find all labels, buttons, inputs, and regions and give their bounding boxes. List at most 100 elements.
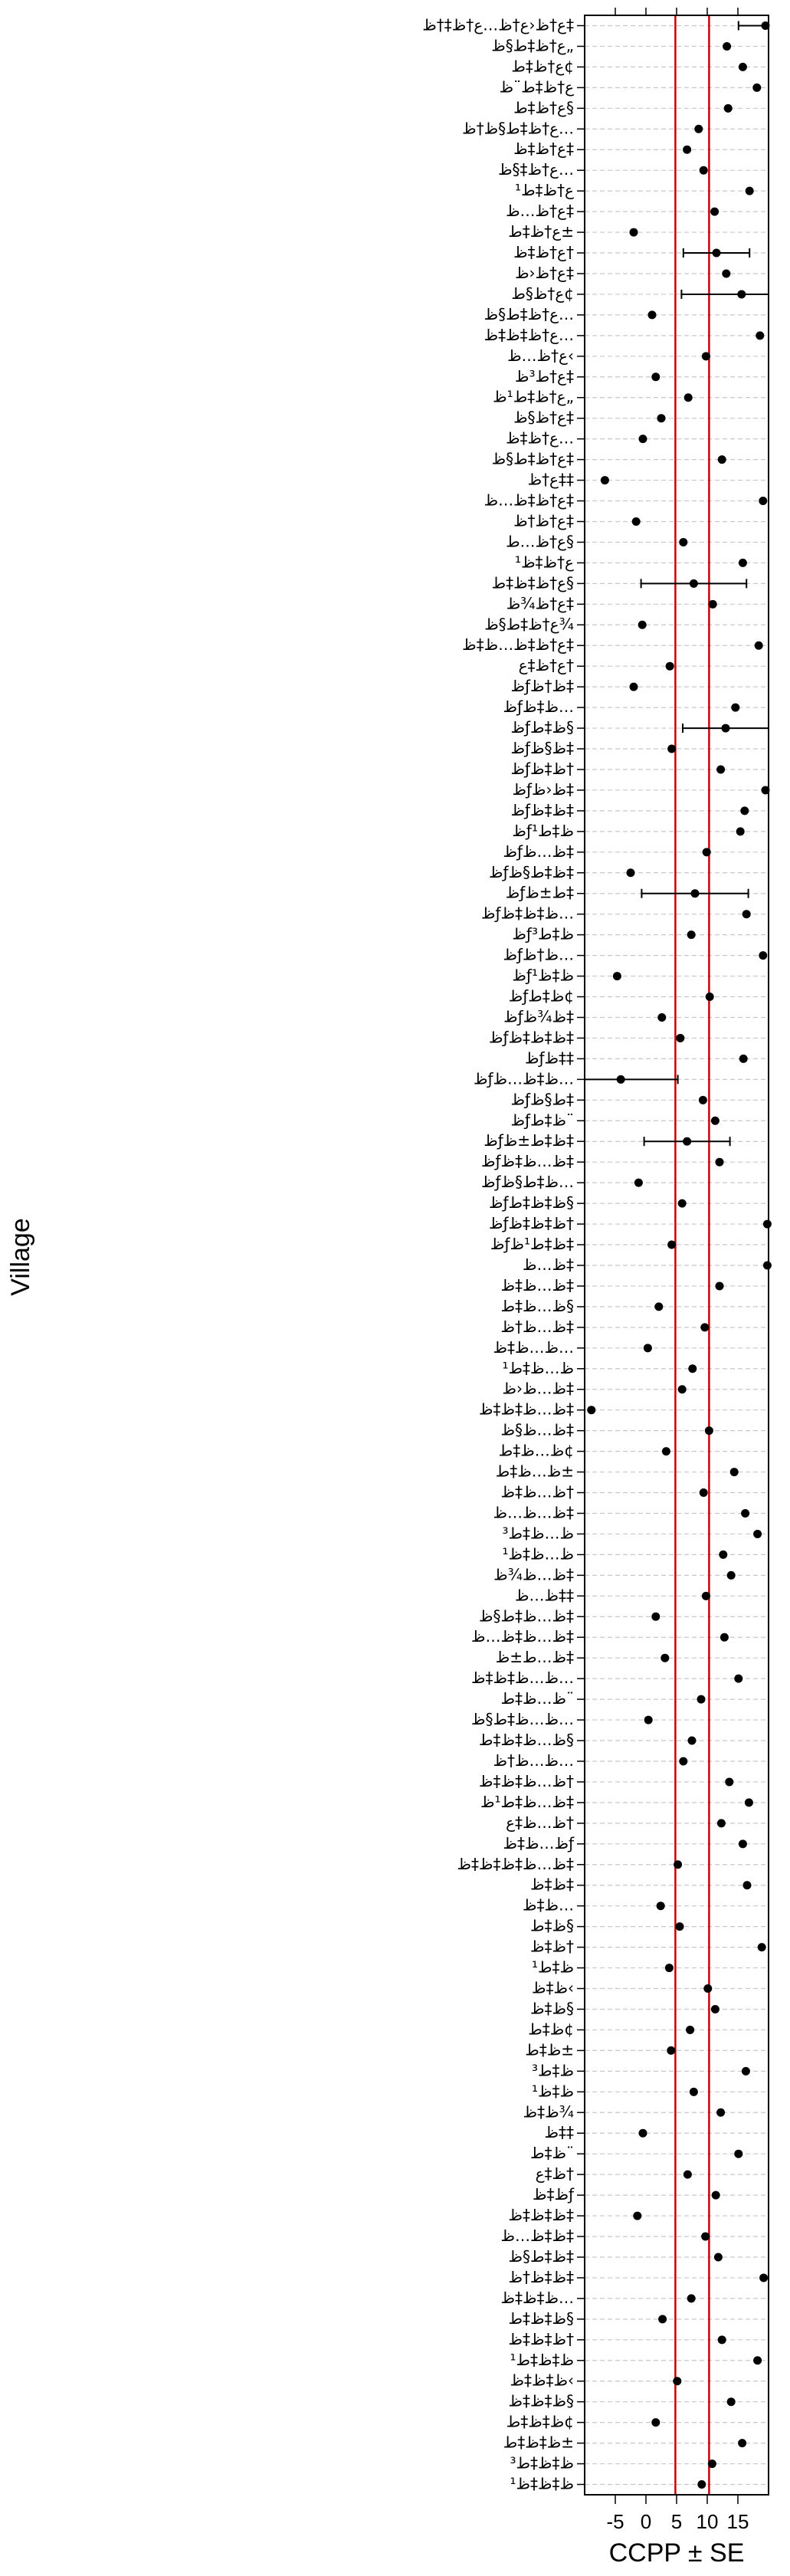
data-point: [720, 1633, 729, 1642]
data-point: [701, 1591, 710, 1600]
data-point: [723, 41, 732, 51]
data-point: [761, 21, 770, 30]
data-point: [715, 1157, 724, 1167]
data-point: [676, 1033, 685, 1042]
data-point: [658, 2315, 667, 2324]
data-point: [644, 1715, 653, 1724]
data-point: [734, 1674, 743, 1683]
y-tick-label: ظ…ظ‡ظ‡: [501, 1276, 575, 1295]
y-tick-label: ظ…ظ‡ظƒ: [503, 1834, 575, 1852]
y-axis-ticks: [577, 25, 585, 2486]
y-tick-label: ظƒظ‡ط§ظ‡: [489, 863, 574, 881]
y-tick-label: ع†ظ‡ط§ظ„: [491, 36, 574, 54]
y-axis-title: Village: [6, 1218, 35, 1295]
data-point: [700, 1323, 710, 1332]
data-point: [741, 1508, 750, 1518]
y-tick-label: ظ‡ط§ظ‡: [509, 2247, 575, 2266]
y-tick-label: ع†ط³ظ‡: [515, 367, 574, 386]
data-point: [738, 1839, 747, 1849]
data-point: [689, 2087, 698, 2096]
y-tick-label: ظƒظ‡‡: [525, 1048, 574, 1067]
y-tick-label: ظ‡ع†: [536, 2164, 574, 2183]
data-point: [600, 476, 609, 485]
data-point: [661, 1447, 670, 1456]
y-tick-label: ع†ظ‹ع†ظ…ع†ظ‡†ظ‡: [422, 15, 574, 34]
data-point: [667, 2046, 676, 2055]
y-tick-label: ظ…ظ‡ظ¹: [502, 1544, 574, 1563]
y-tick-label: ظƒظ‡ظ‡ظ†: [489, 1214, 574, 1232]
y-tick-label: ع†ظ‡ظ…ظ‡: [484, 491, 574, 510]
data-point: [737, 290, 746, 299]
x-tick-label: 15: [727, 2510, 749, 2533]
y-tick-label: ظ‡ط³: [532, 2061, 574, 2079]
data-point: [704, 1426, 713, 1436]
y-tick-label: ظ…ظ¾ظ‡: [493, 1565, 574, 1583]
y-tick-label: ع†ظ…ظ‹: [507, 346, 574, 365]
y-tick-label: ظ…ظ‡ط¹: [502, 1359, 574, 1377]
y-tick-label: ع†ظ§ط¢: [511, 284, 574, 303]
data-point: [651, 1612, 661, 1621]
data-point: [698, 1095, 707, 1104]
data-point: [683, 145, 692, 154]
data-point: [657, 1012, 667, 1022]
y-tick-label: ع†ظ‡ظ‡: [513, 139, 574, 158]
y-tick-label: ظ…ظ‡ط§: [501, 1297, 575, 1315]
data-point: [752, 83, 762, 92]
y-tick-label: ظƒظ‡ط±ظ‡: [484, 1131, 574, 1150]
data-point: [616, 1075, 625, 1084]
x-tick-label: 5: [671, 2510, 682, 2533]
y-tick-label: ظ‡ظ‡ظ…: [501, 2289, 575, 2307]
data-point: [742, 1881, 752, 1890]
y-tick-label: ظ…ط±ظ‡: [496, 1648, 574, 1666]
y-tick-label: ظƒظ‡ط§ظ…: [481, 1173, 574, 1191]
reference-lines: [674, 15, 710, 2495]
y-tick-label: ظ‡ظ‡ط¢: [506, 2413, 574, 2431]
y-tick-label: ظƒط§ظ‡: [510, 1090, 574, 1108]
data-point: [738, 62, 747, 71]
y-tick-label: ظƒظ‡ط³: [512, 925, 574, 943]
y-tick-label: ع†ظ‡ط±: [508, 222, 574, 241]
y-tick-label: ظ‡ظ…ظ‡: [501, 2227, 575, 2245]
data-point: [715, 1281, 724, 1291]
y-tick-label: ظ…ظ‡ظ‡ظ‡: [479, 1400, 574, 1419]
y-tick-label: ظ‡ظ‡ظ¹: [510, 2475, 574, 2493]
data-point: [754, 641, 763, 650]
data-point: [726, 1570, 736, 1580]
y-tick-label: ظƒظ‡ط§: [510, 718, 574, 737]
data-point: [687, 930, 696, 940]
data-point: [702, 848, 711, 857]
y-tick-label: ظƒظ‡ظ‡ظ…: [481, 904, 574, 923]
x-tick-label: 10: [697, 2510, 719, 2533]
y-tick-label: ظ‡ظƒ: [533, 2185, 575, 2204]
y-tick-label: ع†ظ‡ط¹: [515, 181, 574, 199]
y-tick-label: ظ‡ظ‹: [532, 1979, 574, 1997]
y-tick-label: ظ…ظ‡ط§ظ‡: [479, 1606, 574, 1625]
y-tick-label: ظƒظ†ظ‡: [510, 677, 574, 695]
y-tick-label: ظƒظ‡ظ†: [510, 760, 574, 778]
y-tick-label: ظ…ظ‡‡: [515, 1586, 574, 1604]
data-point: [697, 1695, 706, 1704]
y-tick-label: ظ…ظ‡ظ‡ط§: [479, 1731, 574, 1749]
y-tick-label: ظ‡ظ†: [530, 1938, 574, 1956]
data-point: [679, 537, 688, 546]
data-point: [705, 993, 714, 1002]
data-point: [664, 1964, 674, 1973]
data-point: [741, 2066, 750, 2076]
y-tick-label: ظ…ظ‡ط¢: [499, 1442, 574, 1460]
y-tick-label: ظ…ظ§ظ‡: [501, 1421, 575, 1439]
data-point: [677, 1385, 687, 1394]
y-tick-label: ظ…ظ†ظ‡: [501, 1318, 575, 1336]
data-point: [710, 2004, 720, 2013]
y-tick-label: ظƒظ‡ط¹ظ‡: [490, 1235, 574, 1253]
y-tick-label: ظ‡ظ§: [530, 1999, 574, 2017]
data-point: [711, 2190, 720, 2200]
y-tick-label: ظ…ظ‡ظ†: [501, 1483, 575, 1501]
y-tick-label: ع†ظ‡ظ¹: [515, 553, 574, 571]
y-tick-label: ظ‡ط¢: [528, 2020, 574, 2038]
data-point: [721, 724, 730, 733]
data-point: [734, 2149, 743, 2158]
data-point: [634, 1178, 643, 1187]
y-tick-label: ظƒط±ظ‡: [506, 884, 574, 902]
data-point: [744, 1798, 753, 1807]
